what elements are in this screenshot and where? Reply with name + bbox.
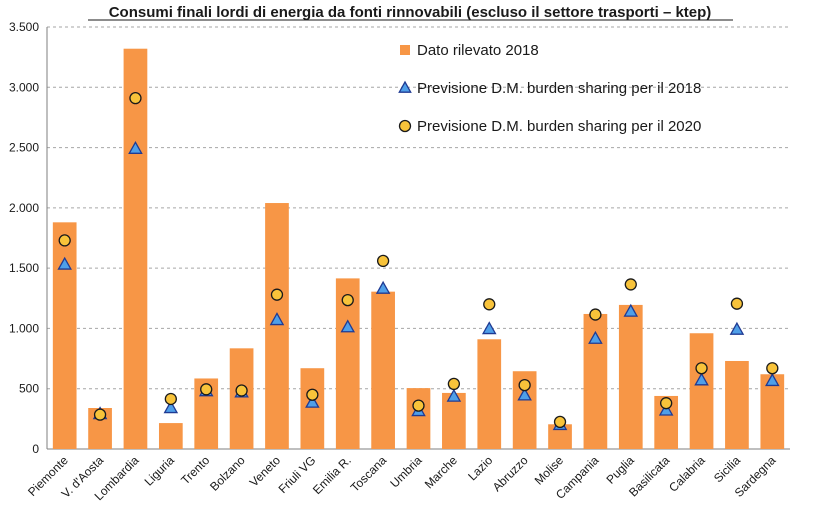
x-tick-label: Abruzzo [490, 453, 531, 494]
bar [477, 339, 502, 449]
bar [406, 388, 431, 449]
triangle-point [694, 372, 709, 386]
triangle-series [57, 140, 780, 431]
y-tick-label: 500 [19, 382, 39, 396]
y-tick-label: 2.500 [9, 141, 39, 155]
bar [725, 360, 749, 449]
y-tick-label: 1.000 [9, 321, 39, 335]
chart-title: Consumi finali lordi di energia da fonti… [109, 4, 712, 21]
circle-point [164, 392, 177, 406]
triangle-point [623, 303, 639, 317]
bar [618, 304, 643, 449]
x-tick-label: Toscana [348, 453, 390, 495]
circle-point [270, 288, 284, 301]
x-tick-label: Trento [178, 453, 212, 487]
triangle-point [269, 312, 285, 326]
circle-point [235, 384, 248, 397]
triangle-point [481, 321, 497, 335]
circle-point [766, 362, 779, 375]
bar [689, 333, 714, 449]
x-tick-label: Marche [422, 453, 460, 491]
circle-point [730, 297, 744, 310]
legend-label: Dato rilevato 2018 [417, 42, 539, 59]
y-tick-label: 3.500 [9, 20, 39, 34]
circle-point [412, 399, 425, 412]
triangle-point [163, 400, 179, 414]
bar [123, 48, 148, 450]
circle-point [624, 278, 637, 291]
y-tick-label: 3.000 [9, 80, 39, 94]
circle-point [376, 254, 390, 268]
circle-point [483, 298, 496, 311]
legend-bar-swatch [400, 45, 410, 55]
bar [583, 313, 608, 449]
circle-point [518, 378, 531, 392]
triangle-point [340, 319, 356, 333]
bar [442, 392, 466, 449]
circle-point [58, 234, 71, 247]
x-tick-label: Lazio [465, 453, 495, 483]
bar [52, 222, 77, 449]
y-tick-label: 0 [32, 442, 39, 456]
circle-point [660, 397, 673, 410]
triangle-point [375, 280, 391, 294]
x-tick-label: Bolzano [207, 453, 248, 494]
triangle-point [57, 256, 72, 270]
y-tick-label: 1.500 [9, 261, 39, 275]
triangle-point [128, 140, 143, 154]
bar [300, 368, 325, 449]
x-tick-label: Umbria [387, 453, 424, 490]
bar [158, 423, 183, 449]
circle-point [589, 308, 602, 321]
bar [512, 371, 537, 449]
circle-point [200, 383, 213, 396]
legend-label: Previsione D.M. burden sharing per il 20… [417, 80, 701, 97]
x-tick-label: Sicilia [711, 453, 743, 485]
bar [335, 278, 360, 449]
legend-triangle-swatch [398, 80, 412, 93]
bar [760, 374, 785, 449]
bar [229, 348, 254, 449]
legend-label: Previsione D.M. burden sharing per il 20… [417, 118, 701, 135]
triangle-point [658, 402, 674, 416]
triangle-point [446, 388, 462, 402]
triangle-point [729, 321, 745, 335]
x-tick-label: Calabria [666, 453, 708, 495]
circle-point [695, 362, 708, 375]
circle-series [58, 91, 779, 429]
y-tick-label: 2.000 [9, 201, 39, 215]
triangle-point [588, 330, 603, 344]
bar [654, 395, 679, 449]
triangle-point [517, 387, 532, 401]
circle-point [447, 377, 461, 391]
circle-point [553, 415, 567, 429]
circle-point [129, 91, 142, 105]
circle-point [306, 388, 319, 401]
x-tick-label: Puglia [603, 453, 637, 487]
legend-circle-swatch [398, 119, 412, 133]
triangle-point [765, 373, 780, 387]
bar [371, 291, 395, 449]
triangle-point [305, 394, 320, 408]
x-tick-label: Emilia R. [310, 453, 354, 497]
bar [548, 424, 572, 449]
bar [265, 203, 289, 449]
circle-point [341, 293, 354, 307]
circle-point [93, 408, 107, 421]
x-tick-label: Liguria [142, 453, 178, 489]
gridlines [47, 26, 790, 390]
legend: Dato rilevato 2018 Previsione D.M. burden… [398, 42, 701, 135]
